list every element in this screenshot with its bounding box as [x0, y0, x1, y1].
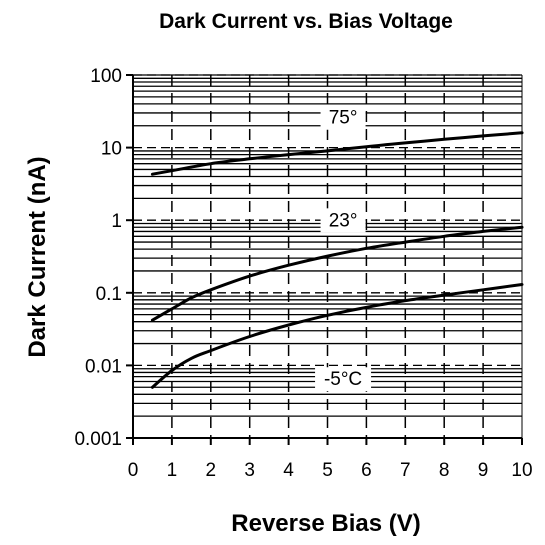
axes [126, 74, 523, 445]
series-line-1 [150, 131, 524, 176]
y-tick-label: 100 [90, 66, 122, 87]
y-tick-label: 1 [111, 211, 122, 232]
curve-label-bg [315, 367, 372, 392]
series-line-2 [150, 225, 524, 322]
x-tick-label: 10 [511, 460, 532, 481]
x-tick-label: 2 [206, 460, 217, 481]
x-tick-label: 4 [283, 460, 294, 481]
x-tick-label: 0 [128, 460, 139, 481]
y-tick-label: 0.1 [96, 284, 122, 305]
x-axis-label: Reverse Bias (V) [231, 510, 420, 537]
curve-label-bg [320, 105, 366, 130]
x-tick-label: 1 [167, 460, 178, 481]
x-tick-label: 5 [322, 460, 333, 481]
chart-title: Dark Current vs. Bias Voltage [159, 10, 453, 33]
x-tick-label: 9 [478, 460, 489, 481]
y-tick-label: 0.01 [85, 356, 122, 377]
curve-label-3: -5°C [324, 369, 362, 390]
series-line-3 [150, 283, 524, 389]
y-tick-label: 0.001 [74, 429, 122, 450]
y-axis-label: Dark Current (nA) [24, 156, 51, 357]
curve-label-1: 75° [329, 108, 358, 129]
curve-labels: 75° 23° -5°C [315, 105, 372, 392]
x-tick-label: 7 [400, 460, 411, 481]
series-lines [150, 131, 524, 389]
x-tick-label: 3 [244, 460, 255, 481]
grid [133, 74, 522, 439]
x-tick-label: 6 [361, 460, 372, 481]
curve-label-2: 23° [329, 210, 358, 231]
tick-labels: 0.001 0.01 0.1 1 10 100 0 1 2 3 4 5 6 7 8 9 10 [74, 66, 532, 481]
y-tick-label: 10 [101, 139, 122, 160]
x-tick-label: 8 [439, 460, 450, 481]
curve-label-bg [320, 208, 366, 233]
